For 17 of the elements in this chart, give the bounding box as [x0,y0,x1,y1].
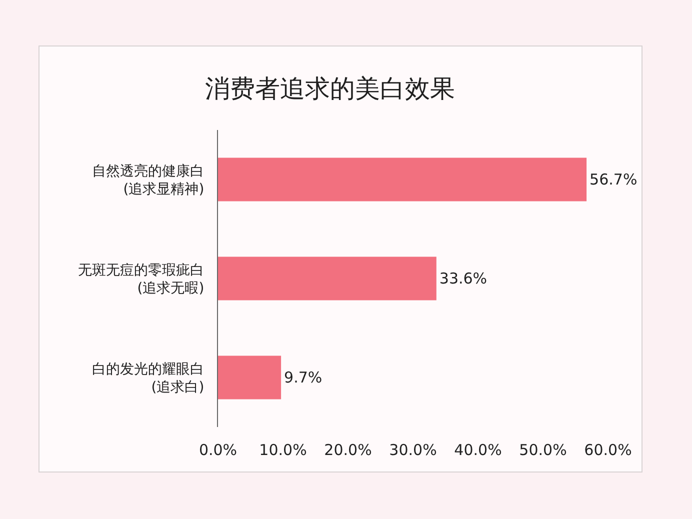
bar [218,356,282,400]
x-tick-label: 50.0% [519,441,567,459]
x-tick-label: 40.0% [454,441,502,459]
x-tick-label: 60.0% [584,441,632,459]
x-tick-label: 20.0% [324,441,372,459]
x-tick-label: 0.0% [198,441,238,459]
y-tick-label: 无斑无痘的零瑕疵白 (追求无暇) [78,262,204,296]
data-label: 9.7% [284,368,322,386]
data-label: 56.7% [590,170,638,188]
chart-title: 消费者追求的美白效果 [205,74,455,103]
x-tick-label: 30.0% [389,441,437,459]
bar [218,256,436,300]
y-tick-label: 白的发光的耀眼白 (追求白) [92,361,204,396]
bar [218,158,587,202]
data-label: 33.6% [439,270,488,288]
y-tick-label: 自然透亮的健康白 (追求显精神) [92,163,204,198]
x-tick-label: 10.0% [259,441,307,459]
